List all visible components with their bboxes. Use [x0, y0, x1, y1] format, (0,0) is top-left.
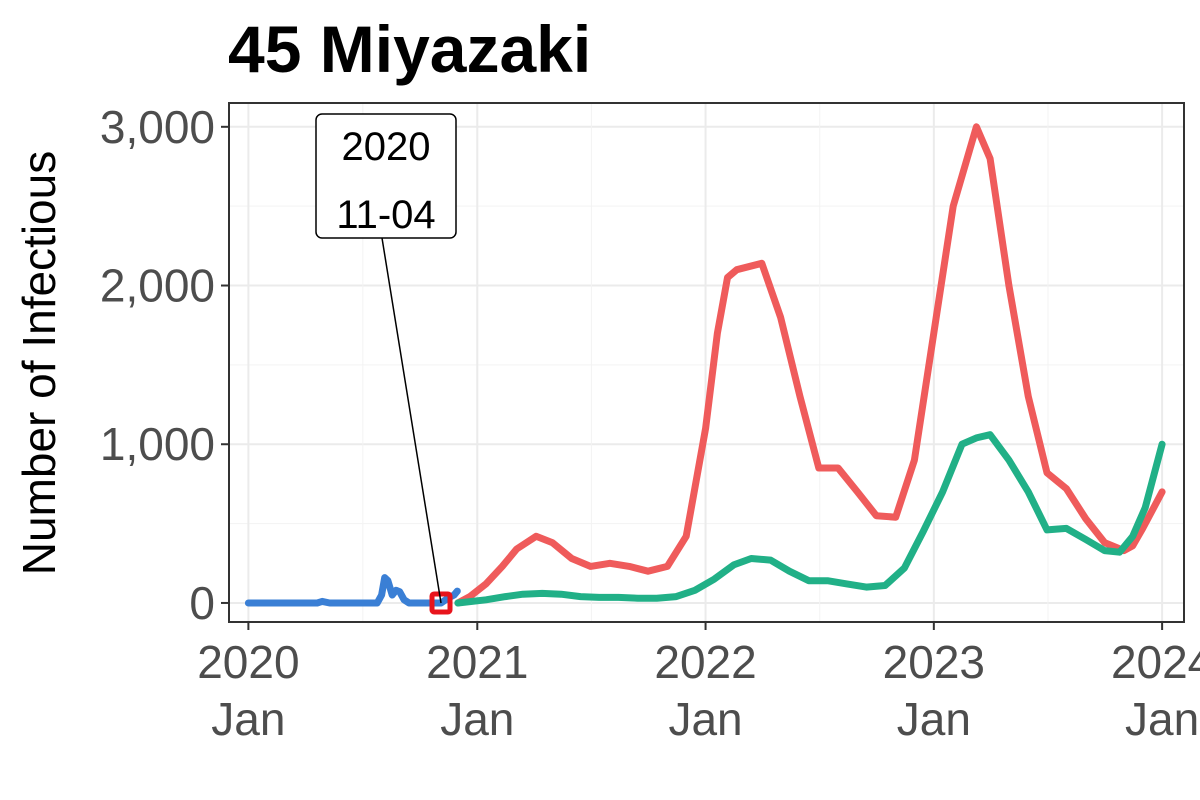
- x-tick-month: Jan: [1125, 693, 1199, 745]
- series-line-2: [454, 123, 1166, 607]
- highlight-marker: [429, 591, 453, 615]
- x-tick-year: 2021: [426, 636, 528, 688]
- x-tick-month: Jan: [211, 693, 285, 745]
- series-line-1: [244, 574, 461, 607]
- x-tick-month: Jan: [897, 693, 971, 745]
- y-tick-label: 0: [189, 577, 215, 629]
- y-tick-label: 1,000: [100, 418, 215, 470]
- y-axis-label: Number of Infectious: [13, 151, 65, 575]
- x-tick-month: Jan: [668, 693, 742, 745]
- y-axis-ticks: 0 1,000 2,000 3,000: [100, 101, 229, 629]
- x-tick-year: 2024: [1111, 636, 1200, 688]
- annotation-year: 2020: [342, 125, 431, 169]
- annotation-date: 11-04: [336, 193, 435, 237]
- x-tick-year: 2020: [197, 636, 299, 688]
- x-tick-year: 2022: [654, 636, 756, 688]
- annotation-box: [315, 113, 457, 239]
- annotation-leader-line: [381, 237, 442, 604]
- chart-title: 45 Miyazaki: [228, 12, 591, 86]
- y-tick-label: 3,000: [100, 101, 215, 153]
- x-axis-ticks: 2020Jan2021Jan2022Jan2023Jan2024Jan: [197, 622, 1200, 745]
- x-tick-month: Jan: [440, 693, 514, 745]
- x-tick-year: 2023: [883, 636, 985, 688]
- date-annotation: 2020 11-04: [315, 113, 457, 604]
- y-tick-label: 2,000: [100, 260, 215, 312]
- series-line-3: [454, 431, 1166, 607]
- highlight-square: [429, 591, 453, 615]
- series-lines: [244, 123, 1166, 607]
